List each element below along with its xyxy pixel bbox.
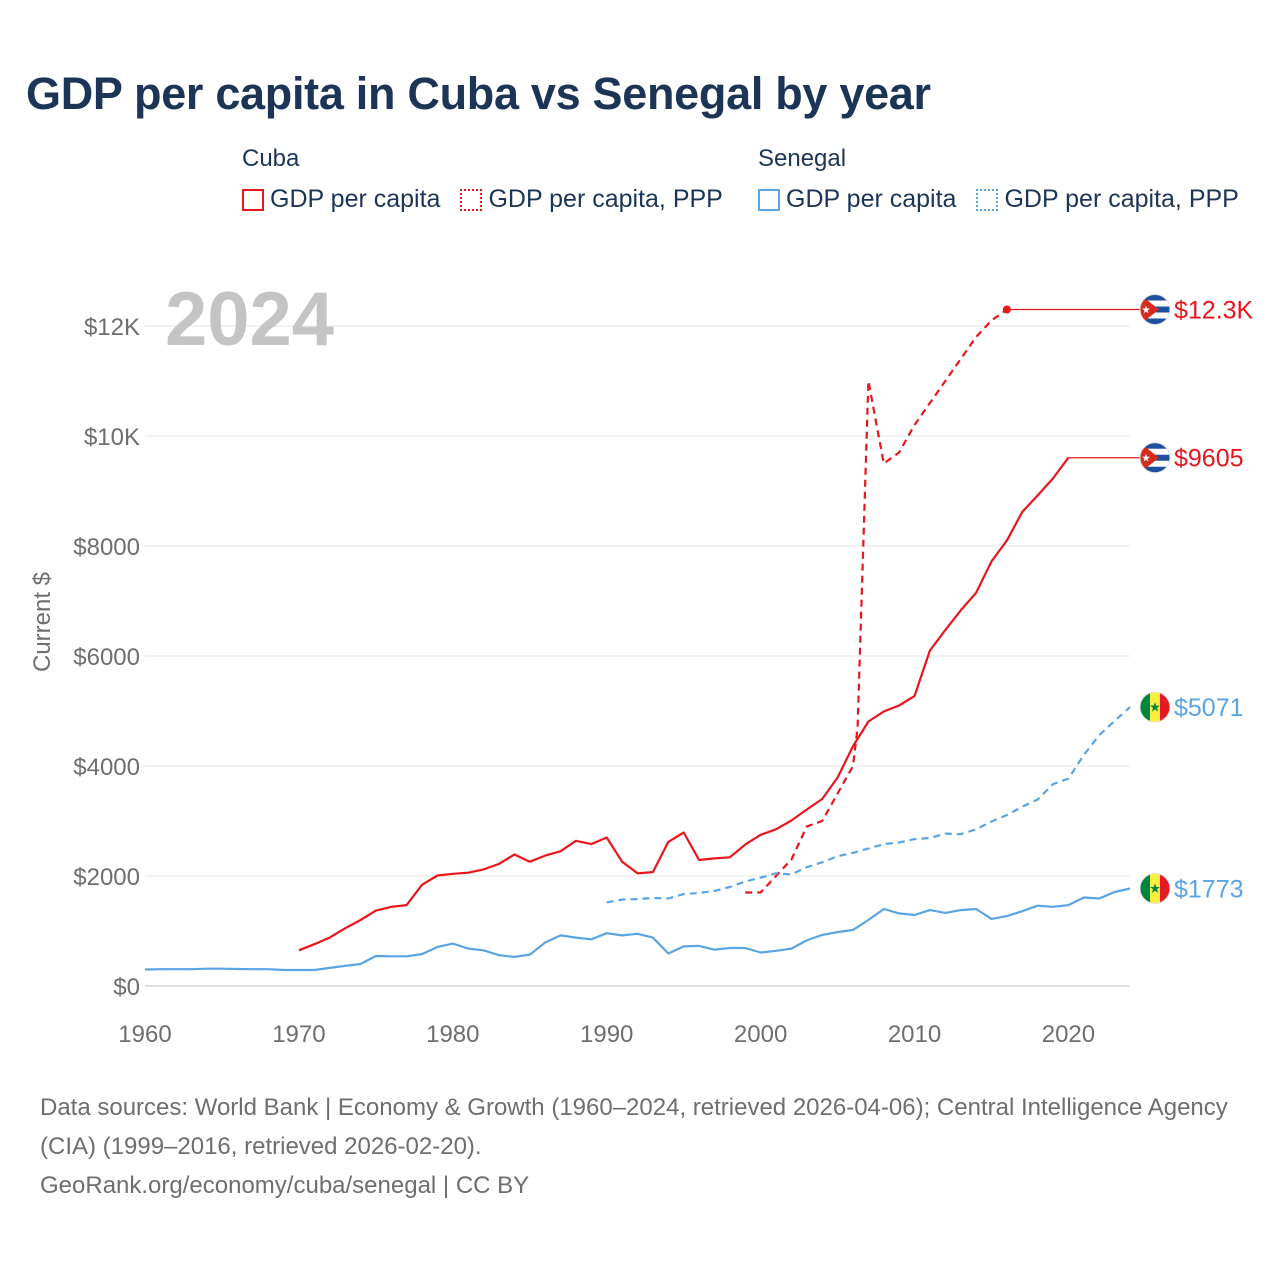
series-line-1[interactable]	[745, 308, 1008, 894]
legend-group-senegal: Senegal GDP per capita GDP per capita, P…	[758, 145, 1239, 214]
legend-item-senegal-gdp[interactable]: GDP per capita	[758, 185, 956, 214]
legend-swatch-solid-blue	[758, 188, 780, 211]
x-tick-label: 1960	[118, 1021, 171, 1048]
series-lines	[144, 305, 1140, 972]
y-tick-label: $4000	[73, 754, 140, 781]
series-end-label: $12.3K	[1174, 297, 1254, 325]
legend-group-cuba: Cuba GDP per capita GDP per capita, PPP	[242, 145, 723, 214]
chart-title: GDP per capita in Cuba vs Senegal by yea…	[26, 68, 931, 119]
series-line-0[interactable]	[298, 457, 1070, 952]
legend-item-cuba-gdp[interactable]: GDP per capita	[242, 185, 440, 214]
y-tick-label: $6000	[73, 644, 140, 671]
data-sources: Data sources: World Bank | Economy & Gro…	[40, 1088, 1240, 1205]
y-axis-label: Current $	[29, 572, 56, 672]
x-tick-label: 1980	[426, 1021, 479, 1048]
cuba-flag-icon	[1139, 442, 1171, 474]
end-labels: $9605 $12.3K $1773 $5071	[1139, 294, 1254, 904]
legend-label: GDP per capita	[786, 185, 957, 213]
x-tick-label: 2020	[1042, 1021, 1095, 1048]
series-end-label: $9605	[1174, 445, 1244, 473]
sources-text: Data sources: World Bank | Economy & Gro…	[40, 1094, 1228, 1160]
year-watermark: 2024	[165, 277, 334, 362]
cuba-flag-icon	[1139, 294, 1171, 325]
legend-label: GDP per capita	[270, 185, 441, 213]
credit-link[interactable]: GeoRank.org/economy/cuba/senegal | CC BY	[40, 1172, 530, 1199]
legend-item-senegal-gdp-ppp[interactable]: GDP per capita, PPP	[976, 185, 1239, 214]
y-axis-ticks: $0 $2000 $4000 $6000 $8000 $10K $12K	[73, 314, 140, 1001]
series-end-marker	[1002, 305, 1011, 314]
y-tick-label: $8000	[73, 534, 140, 561]
y-tick-label: $0	[113, 974, 140, 1001]
y-tick-label: $2000	[73, 864, 140, 891]
senegal-flag-icon	[1139, 691, 1171, 723]
legend-item-cuba-gdp-ppp[interactable]: GDP per capita, PPP	[460, 185, 723, 214]
series-end-label: $1773	[1174, 875, 1244, 903]
legend-swatch-dotted-blue	[976, 188, 999, 211]
legend-label: GDP per capita, PPP	[488, 185, 723, 213]
legend-group-title-cuba: Cuba	[242, 145, 300, 172]
grid-lines	[145, 325, 1130, 987]
x-axis-ticks: 1960 1970 1980 1990 2000 2010 2020	[118, 1021, 1095, 1048]
x-tick-label: 2000	[734, 1021, 787, 1048]
y-tick-label: $10K	[84, 424, 140, 451]
series-end-label: $5071	[1174, 694, 1244, 722]
series-line-2[interactable]	[144, 887, 1131, 972]
legend-group-title-senegal: Senegal	[758, 145, 847, 172]
x-tick-label: 2010	[888, 1021, 941, 1048]
series-line-3[interactable]	[606, 706, 1131, 904]
x-tick-label: 1970	[272, 1021, 325, 1048]
y-tick-label: $12K	[84, 314, 140, 341]
x-tick-label: 1990	[580, 1021, 633, 1048]
legend-label: GDP per capita, PPP	[1004, 185, 1239, 213]
legend-swatch-dotted-red	[460, 188, 483, 211]
legend-swatch-solid-red	[242, 188, 264, 211]
line-chart: 2024 Current $ $0 $2000 $4000 $6000 $8000 $10…	[29, 277, 1254, 1048]
senegal-flag-icon	[1139, 872, 1171, 904]
